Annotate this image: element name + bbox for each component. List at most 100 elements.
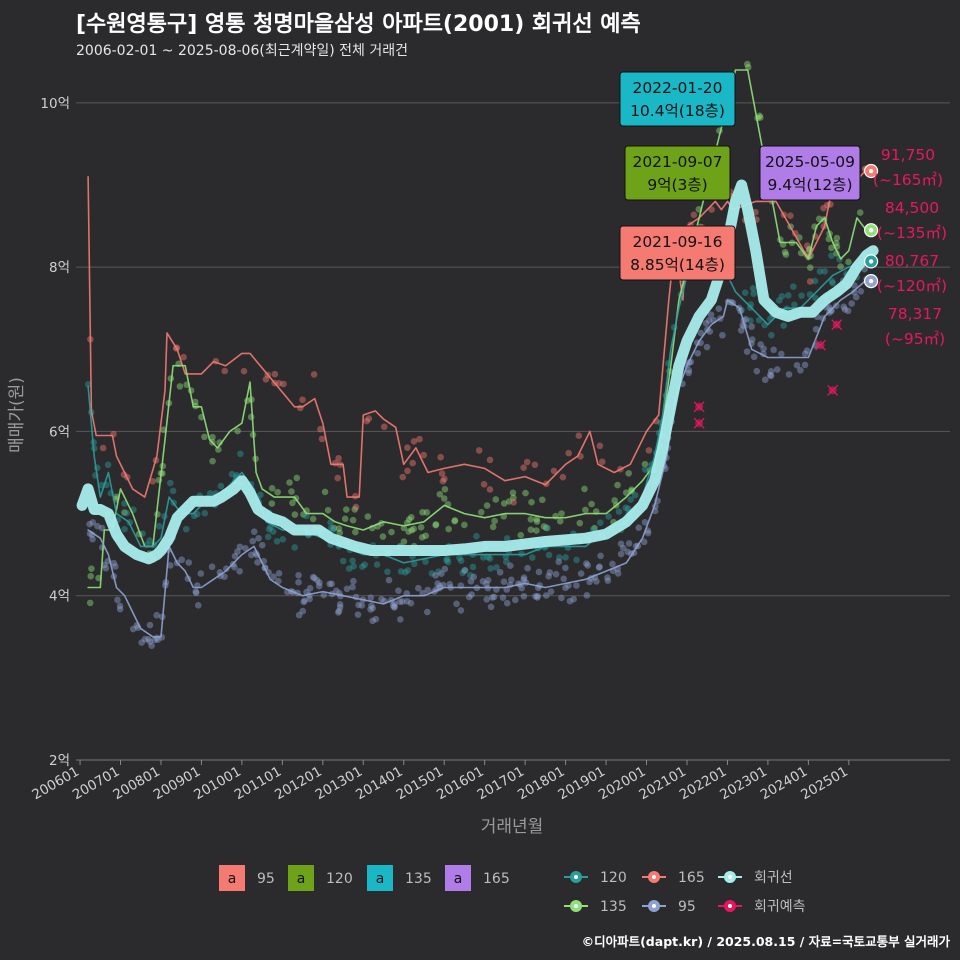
end-points — [863, 163, 879, 289]
prediction-label: 84,500 (~135㎡) — [877, 199, 947, 242]
y-tick-label: 10억 — [40, 96, 70, 112]
scatter-point-135 — [469, 563, 477, 571]
scatter-point-120 — [87, 572, 95, 580]
scatter-point-95 — [231, 552, 239, 560]
scatter-point-135 — [373, 561, 381, 568]
scatter-point-135 — [605, 513, 612, 520]
scatter-point-165 — [404, 444, 411, 452]
prediction-value: 84,500 — [885, 199, 939, 217]
scatter-point-135 — [790, 283, 797, 290]
scatter-point-95 — [490, 593, 498, 601]
scatter-point-135 — [435, 568, 442, 575]
scatter-point-120 — [351, 506, 359, 513]
scatter-point-120 — [528, 498, 535, 506]
y-tick-label: 4억 — [49, 589, 70, 605]
scatter-point-120 — [291, 511, 299, 518]
scatter-point-120 — [500, 500, 508, 507]
scatter-point-95 — [333, 587, 340, 595]
scatter-point-135 — [597, 519, 604, 526]
scatter-point-135 — [750, 290, 757, 297]
scatter-point-120 — [477, 508, 485, 516]
end-point-core — [868, 259, 874, 264]
scatter-point-95 — [368, 602, 375, 609]
scatter-point-95 — [315, 582, 323, 590]
scatter-point-95 — [470, 573, 478, 581]
scatter-point-95 — [533, 594, 541, 601]
legend-dot-core — [728, 875, 732, 879]
scatter-point-120 — [286, 479, 293, 486]
scatter-point-120 — [611, 497, 618, 504]
scatter-point-120 — [552, 512, 559, 520]
scatter-point-95 — [395, 587, 402, 595]
scatter-point-95 — [336, 604, 344, 611]
scatter-point-95 — [415, 584, 422, 592]
scatter-point-95 — [301, 597, 308, 604]
scatter-point-95 — [221, 573, 228, 580]
scatter-point-95 — [236, 567, 243, 575]
scatter-point-95 — [748, 323, 755, 330]
scatter-point-95 — [148, 642, 155, 649]
scatter-point-135 — [829, 279, 836, 287]
scatter-point-95 — [369, 604, 376, 612]
scatter-point-95 — [848, 300, 855, 307]
scatter-point-120 — [451, 517, 459, 524]
legend-box-label: 165 — [483, 871, 510, 887]
end-point-core — [868, 278, 874, 284]
scatter-point-95 — [841, 306, 849, 313]
scatter-point-95 — [391, 603, 398, 610]
scatter-point-165 — [441, 475, 448, 483]
scatter-point-95 — [715, 305, 723, 313]
scatter-point-135 — [461, 566, 469, 574]
chart-title: [수원영통구] 영통 청명마을삼성 아파트(2001) 회귀선 예측 — [76, 12, 641, 37]
scatter-point-95 — [644, 529, 652, 537]
scatter-point-120 — [86, 599, 94, 607]
scatter-point-135 — [615, 508, 623, 515]
scatter-layer — [84, 60, 870, 649]
scatter-point-120 — [509, 489, 517, 497]
scatter-point-135 — [741, 289, 749, 296]
callout-box — [624, 145, 731, 201]
scatter-point-95 — [343, 585, 351, 593]
scatter-point-95 — [685, 369, 692, 377]
scatter-point-95 — [399, 598, 406, 605]
scatter-point-95 — [86, 520, 93, 528]
scatter-point-95 — [146, 638, 154, 645]
scatter-point-120 — [556, 517, 564, 525]
scatter-point-95 — [566, 597, 574, 605]
callout-price: 10.4억(18층) — [630, 102, 725, 120]
scatter-point-95 — [625, 540, 633, 547]
x-tick-label: 202501 — [798, 764, 851, 804]
prediction-label: 80,767 (~120㎡) — [877, 252, 947, 295]
scatter-point-120 — [833, 234, 841, 242]
scatter-point-95 — [313, 576, 321, 584]
scatter-point-95 — [391, 600, 398, 608]
scatter-point-135 — [206, 490, 214, 497]
scatter-point-135 — [327, 519, 334, 526]
scatter-point-95 — [617, 540, 625, 548]
scatter-point-95 — [335, 609, 342, 616]
scatter-point-135 — [279, 536, 287, 543]
scatter-point-95 — [300, 598, 308, 606]
scatter-point-95 — [141, 635, 149, 643]
scatter-point-95 — [153, 611, 161, 619]
scatter-point-95 — [851, 289, 858, 296]
callout-box — [619, 225, 736, 281]
scatter-point-135 — [121, 525, 128, 533]
scatter-point-95 — [275, 570, 283, 577]
scatter-point-135 — [828, 277, 836, 285]
scatter-point-95 — [242, 545, 249, 552]
scatter-point-135 — [487, 565, 494, 572]
scatter-point-165 — [531, 461, 539, 469]
scatter-point-95 — [520, 576, 528, 583]
scatter-point-165 — [596, 442, 604, 450]
scatter-point-120 — [419, 508, 426, 516]
scatter-point-95 — [145, 635, 152, 643]
scatter-point-95 — [483, 580, 490, 588]
scatter-point-135 — [291, 544, 298, 551]
legend-box-120 — [288, 865, 314, 891]
scatter-point-135 — [811, 277, 819, 285]
scatter-point-95 — [767, 372, 775, 380]
scatter-point-120 — [491, 517, 498, 525]
scatter-point-95 — [694, 349, 702, 357]
scatter-point-120 — [744, 63, 752, 71]
